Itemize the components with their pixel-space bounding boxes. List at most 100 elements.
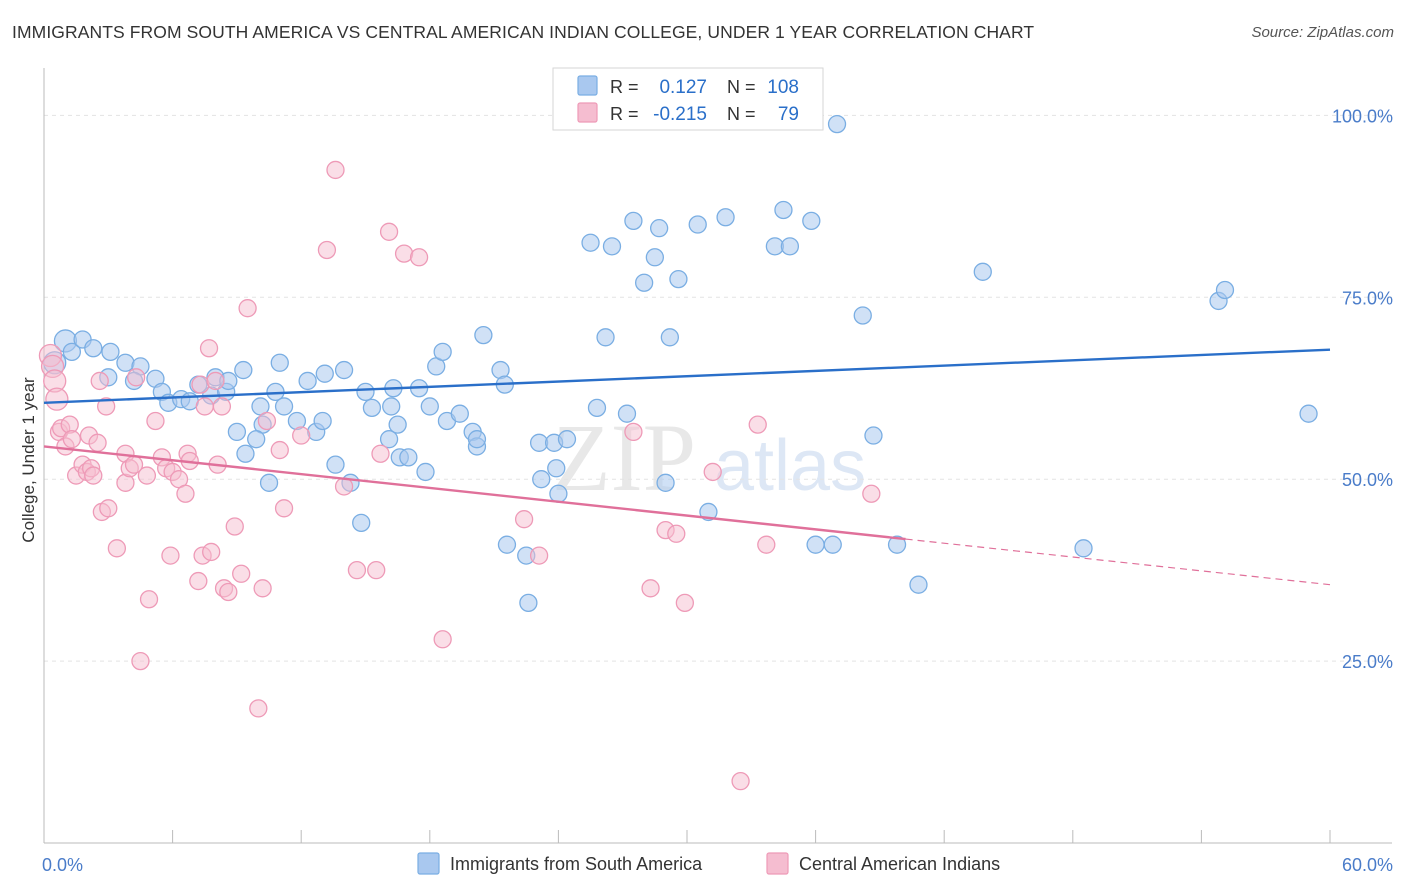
point-central-american-indian (624, 422, 643, 442)
point-central-american-indian (232, 564, 251, 583)
trend-line-south-america (43, 348, 1331, 404)
point-south-america (909, 575, 928, 594)
point-south-america (247, 430, 266, 449)
point-south-america (823, 535, 842, 554)
point-central-american-indian (731, 772, 750, 791)
point-central-american-indian (161, 546, 180, 565)
point-central-american-indian (139, 590, 159, 609)
legend-r-label-2: R = (610, 104, 639, 124)
y-tick-label-25: 25.0% (1342, 652, 1393, 672)
point-south-america (887, 535, 907, 554)
point-south-america (450, 404, 469, 423)
point-south-america (806, 535, 825, 554)
point-central-american-indian (433, 630, 452, 649)
point-central-american-indian (176, 484, 195, 503)
point-central-american-indian (409, 248, 429, 267)
point-central-american-indian (127, 368, 146, 387)
bottom-legend-label-blue: Immigrants from South America (450, 854, 703, 874)
point-central-american-indian (326, 160, 345, 180)
point-central-american-indian (206, 371, 225, 391)
point-central-american-indian (529, 546, 549, 565)
point-south-america (101, 342, 120, 362)
point-south-america (474, 325, 493, 345)
point-central-american-indian (748, 415, 767, 434)
point-south-america (313, 411, 332, 431)
legend-r-label-1: R = (610, 77, 639, 97)
point-central-american-indian (191, 375, 210, 394)
point-south-america (532, 470, 551, 489)
point-south-america (116, 353, 135, 372)
x-tick-label-min: 0.0% (42, 855, 83, 875)
point-south-america (581, 233, 600, 252)
legend-r-value-1: 0.127 (659, 77, 707, 98)
point-south-america (352, 513, 371, 532)
point-central-american-indian (371, 444, 390, 463)
point-central-american-indian (97, 397, 116, 416)
y-axis-tick-labels: 25.0% 50.0% 75.0% 100.0% (1332, 106, 1393, 672)
axes (43, 68, 1392, 844)
point-south-america (270, 353, 289, 372)
legend-n-label-1: N = (727, 77, 756, 97)
point-south-america (547, 459, 566, 478)
legend-swatch-pink (577, 102, 598, 123)
x-tick-label-max: 60.0% (1342, 855, 1393, 875)
point-south-america (274, 397, 294, 416)
source-credit: Source: ZipAtlas.com (1251, 24, 1394, 41)
trend-lines (43, 348, 1331, 586)
legend-r-value-2: -0.215 (653, 104, 707, 125)
point-south-america (649, 219, 669, 238)
point-south-america (645, 248, 664, 267)
point-south-america (1299, 404, 1318, 423)
point-south-america (519, 593, 538, 613)
point-south-america (1215, 280, 1235, 300)
point-central-american-indian (862, 484, 881, 503)
point-central-american-indian (274, 499, 294, 518)
point-south-america (259, 473, 279, 492)
point-central-american-indian (189, 571, 208, 591)
point-central-american-indian (146, 411, 165, 431)
trend-line-central-american-indian (43, 445, 906, 541)
point-south-america (774, 200, 793, 220)
point-south-america (356, 382, 375, 402)
point-south-america (234, 360, 253, 380)
point-south-america (362, 398, 382, 418)
point-south-america (699, 502, 718, 522)
point-central-american-indian (253, 579, 272, 598)
point-central-american-indian (219, 582, 238, 602)
point-central-american-indian (257, 411, 277, 431)
point-south-america (624, 211, 643, 231)
series-central-american-indian-points (38, 160, 881, 791)
point-central-american-indian (131, 651, 150, 671)
point-south-america (557, 430, 577, 449)
point-south-america (334, 360, 354, 380)
point-central-american-indian (84, 466, 103, 485)
point-south-america (399, 448, 418, 467)
point-south-america (227, 422, 247, 442)
y-tick-label-50: 50.0% (1342, 470, 1393, 490)
bottom-legend-swatch-pink (766, 852, 789, 875)
point-south-america (602, 237, 622, 256)
point-south-america (596, 328, 615, 347)
legend-box (552, 67, 824, 131)
point-south-america (587, 398, 607, 418)
point-central-american-indian (99, 499, 118, 518)
point-south-america (973, 262, 992, 281)
point-south-america (467, 430, 487, 449)
point-central-american-indian (202, 542, 221, 562)
trend-line-central-american-indian-extension (905, 538, 1331, 586)
point-central-american-indian (703, 462, 722, 482)
point-south-america (388, 415, 407, 434)
point-south-america (433, 342, 452, 362)
point-central-american-indian (379, 222, 399, 241)
point-central-american-indian (212, 397, 232, 416)
point-south-america (420, 397, 439, 416)
point-central-american-indian (195, 397, 214, 416)
legend-n-value-1: 108 (767, 77, 799, 98)
point-south-america (1074, 539, 1093, 558)
point-south-america (617, 404, 637, 423)
point-south-america (416, 462, 435, 482)
point-south-america (864, 426, 883, 445)
point-south-america (382, 397, 401, 416)
point-central-american-indian (238, 299, 257, 318)
